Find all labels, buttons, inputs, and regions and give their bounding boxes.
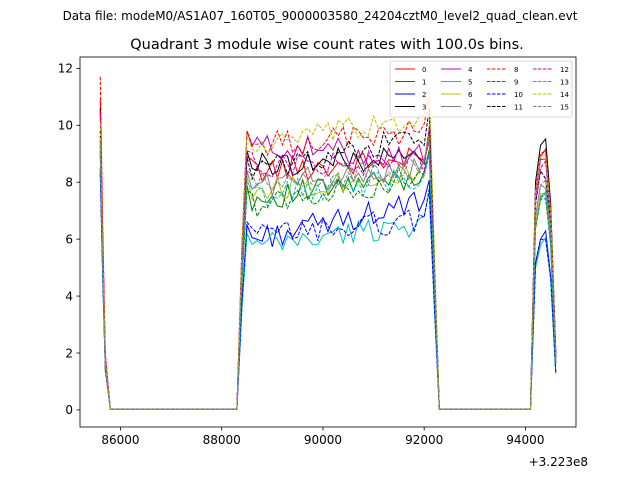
x-tick-label: 90000 (304, 433, 342, 447)
legend-label-12: 12 (560, 66, 569, 74)
legend-label-5: 5 (468, 79, 472, 87)
legend-label-3: 3 (422, 104, 426, 112)
x-tick-label: 92000 (405, 433, 443, 447)
legend-label-9: 9 (514, 79, 518, 87)
legend-box (389, 60, 573, 118)
legend-label-15: 15 (560, 104, 569, 112)
axes-frame (79, 56, 577, 428)
chart-title: Quadrant 3 module wise count rates with … (130, 37, 524, 53)
y-tick-label: 4 (65, 289, 73, 303)
series-group (99, 76, 557, 410)
x-offset-label: +3.223e8 (529, 455, 588, 469)
x-tick-label: 94000 (506, 433, 544, 447)
y-tick-label: 8 (65, 176, 73, 190)
legend-label-6: 6 (468, 91, 473, 99)
x-tick-label: 86000 (101, 433, 139, 447)
legend-label-10: 10 (514, 91, 523, 99)
legend-label-0: 0 (422, 66, 426, 74)
y-tick-label: 2 (65, 346, 73, 360)
legend-label-13: 13 (560, 79, 569, 87)
legend-label-1: 1 (422, 79, 426, 87)
legend-label-8: 8 (514, 66, 518, 74)
legend-label-2: 2 (422, 91, 426, 99)
y-tick-label: 10 (58, 119, 73, 133)
legend-label-7: 7 (468, 104, 472, 112)
plot-area (99, 76, 557, 410)
legend-label-14: 14 (560, 91, 569, 99)
y-tick-label: 0 (65, 403, 73, 417)
legend-label-11: 11 (514, 104, 523, 112)
legend-label-4: 4 (468, 66, 473, 74)
chart-suptitle: Data file: modeM0/AS1A07_160T05_90000035… (63, 9, 578, 23)
series-line-15 (99, 142, 557, 410)
x-tick-label: 88000 (203, 433, 241, 447)
y-tick-label: 12 (58, 62, 73, 76)
y-tick-label: 6 (65, 232, 73, 246)
